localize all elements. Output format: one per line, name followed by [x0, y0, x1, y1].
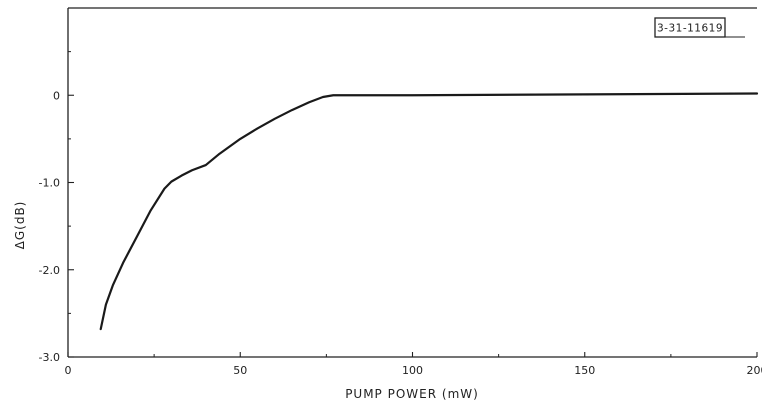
x-axis-label: PUMP POWER (mW) [345, 387, 479, 401]
y-axis-label: ΔG(dB) [13, 201, 27, 250]
series-line [99, 92, 759, 331]
annotation-box: 3-31-11619 [654, 17, 745, 38]
y-tick-label: 0 [53, 89, 60, 102]
y-tick-label: -1.0 [39, 177, 60, 190]
annotation-frame [654, 17, 726, 38]
annotation-text: 3-31-11619 [657, 23, 723, 35]
axis-ticks [67, 51, 758, 358]
x-tick-label: 150 [574, 364, 595, 377]
x-tick-label: 50 [233, 364, 247, 377]
y-tick-label: -2.0 [39, 264, 60, 277]
x-tick-label: 0 [65, 364, 72, 377]
y-tick-label: -3.0 [39, 351, 60, 364]
tick-labels: 0 50 100 150 200 0 -1.0 -2.0 -3.0 [39, 89, 762, 377]
series-group [99, 92, 759, 331]
x-tick-label: 100 [402, 364, 423, 377]
x-tick-label: 200 [747, 364, 762, 377]
